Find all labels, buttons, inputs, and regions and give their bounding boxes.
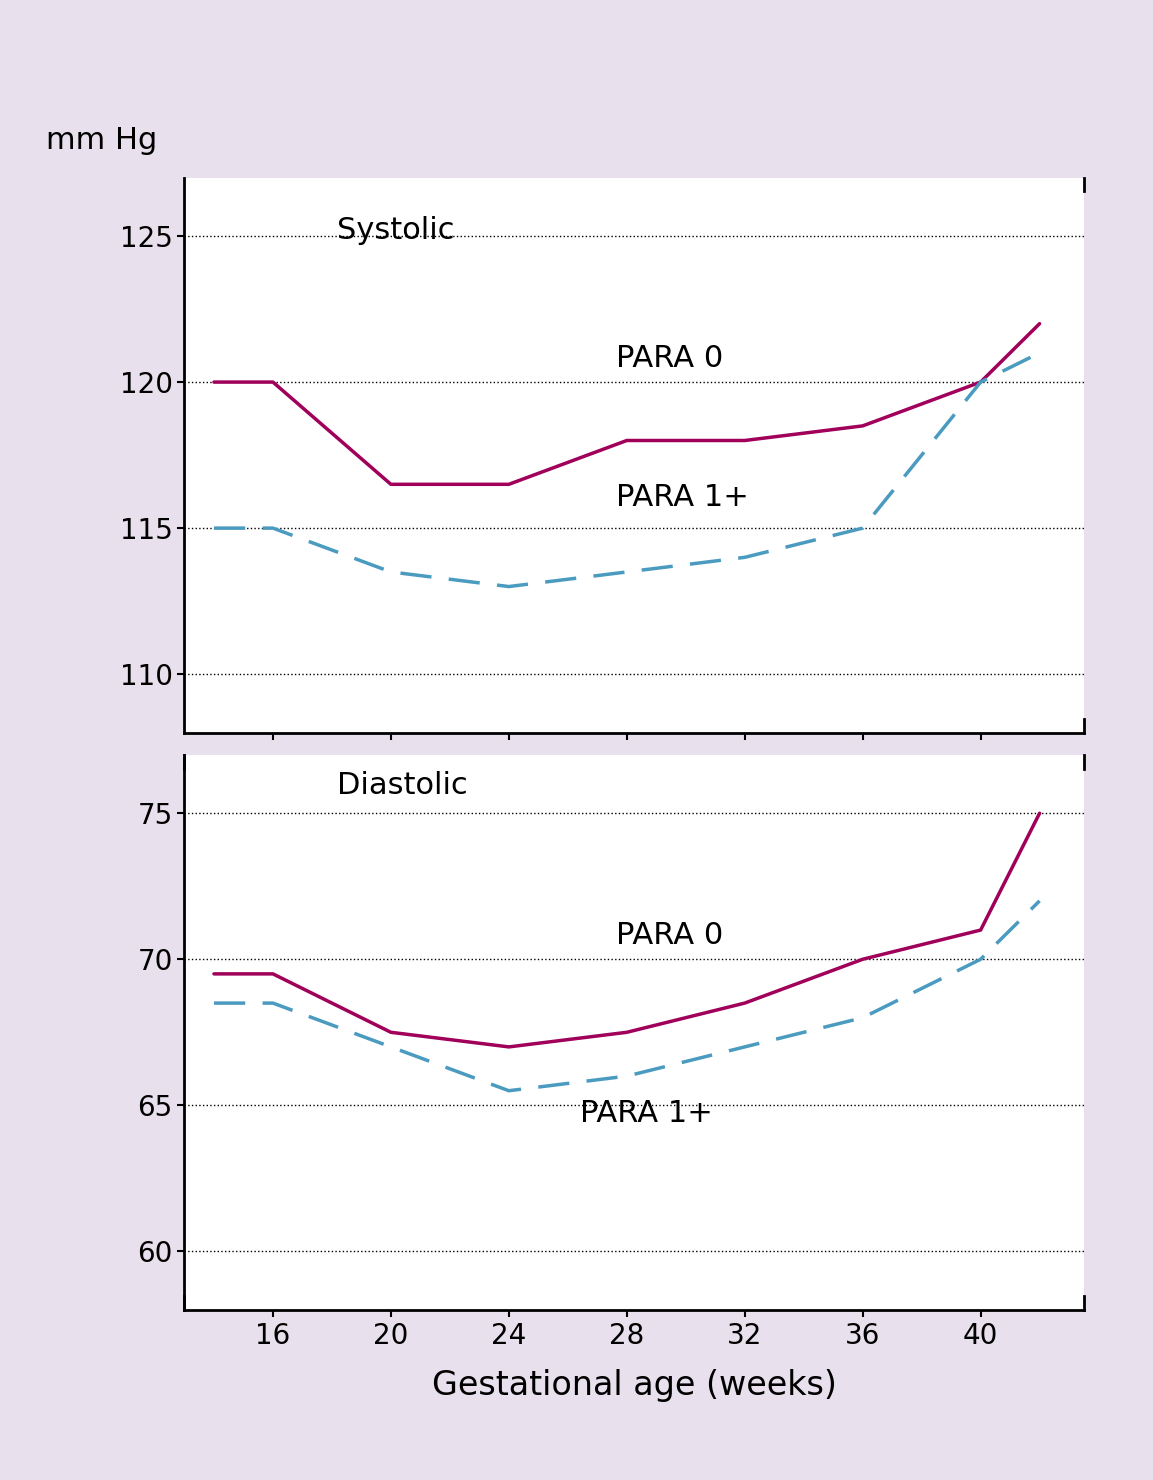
Text: PARA 1+: PARA 1+ [580,1098,713,1128]
Text: Systolic: Systolic [338,216,455,246]
Text: PARA 0: PARA 0 [616,921,723,950]
Text: mm Hg: mm Hg [46,126,157,155]
Text: Diastolic: Diastolic [338,771,468,801]
Text: PARA 0: PARA 0 [616,343,723,373]
X-axis label: Gestational age (weeks): Gestational age (weeks) [431,1369,837,1402]
Text: PARA 1+: PARA 1+ [616,482,749,512]
